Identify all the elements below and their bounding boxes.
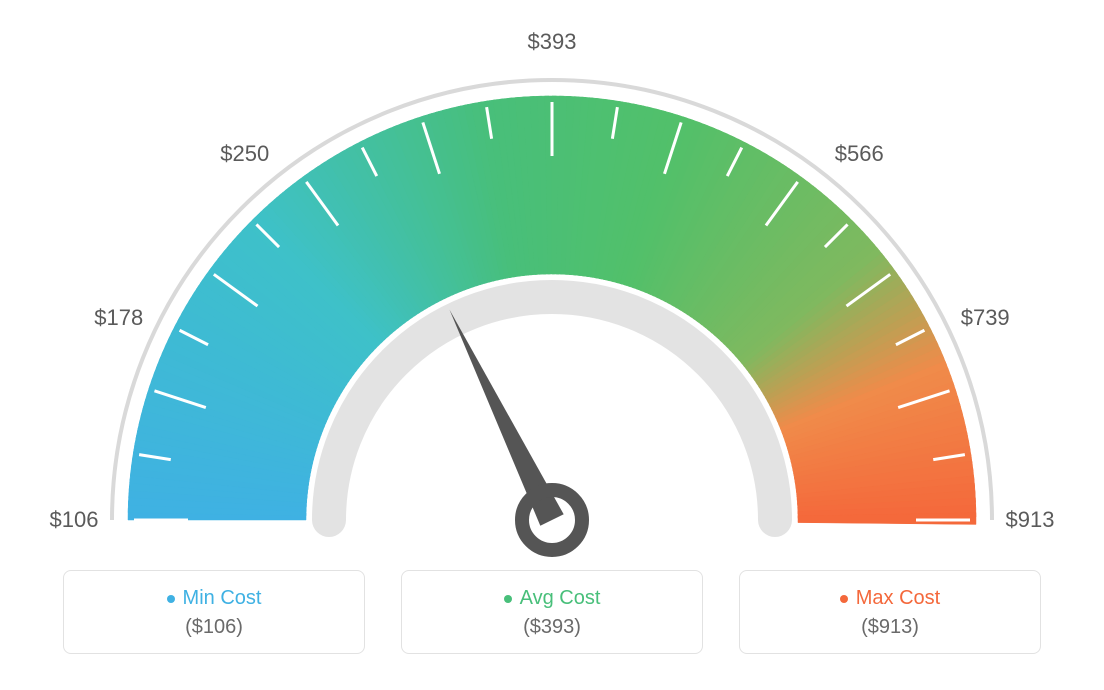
legend-row: Min Cost ($106) Avg Cost ($393) Max Cost…: [0, 570, 1104, 654]
legend-title-avg: Avg Cost: [504, 587, 601, 610]
legend-card-min: Min Cost ($106): [63, 570, 365, 654]
scale-label: $106: [50, 507, 99, 533]
scale-label: $178: [94, 305, 143, 331]
gauge-svg: [0, 0, 1104, 560]
legend-dot-min: [167, 595, 175, 603]
legend-label-max: Max Cost: [856, 587, 940, 610]
legend-title-min: Min Cost: [167, 587, 262, 610]
legend-card-max: Max Cost ($913): [739, 570, 1041, 654]
scale-label: $393: [528, 29, 577, 55]
legend-dot-avg: [504, 595, 512, 603]
legend-card-avg: Avg Cost ($393): [401, 570, 703, 654]
legend-dot-max: [840, 595, 848, 603]
scale-label: $913: [1006, 507, 1055, 533]
scale-label: $250: [220, 141, 269, 167]
legend-label-avg: Avg Cost: [520, 587, 601, 610]
scale-label: $566: [835, 141, 884, 167]
legend-value-min: ($106): [64, 616, 364, 639]
scale-label: $739: [961, 305, 1010, 331]
legend-value-max: ($913): [740, 616, 1040, 639]
gauge-chart: $106 $178 $250 $393 $566 $739 $913: [0, 0, 1104, 560]
legend-label-min: Min Cost: [183, 587, 262, 610]
legend-value-avg: ($393): [402, 616, 702, 639]
legend-title-max: Max Cost: [840, 587, 940, 610]
